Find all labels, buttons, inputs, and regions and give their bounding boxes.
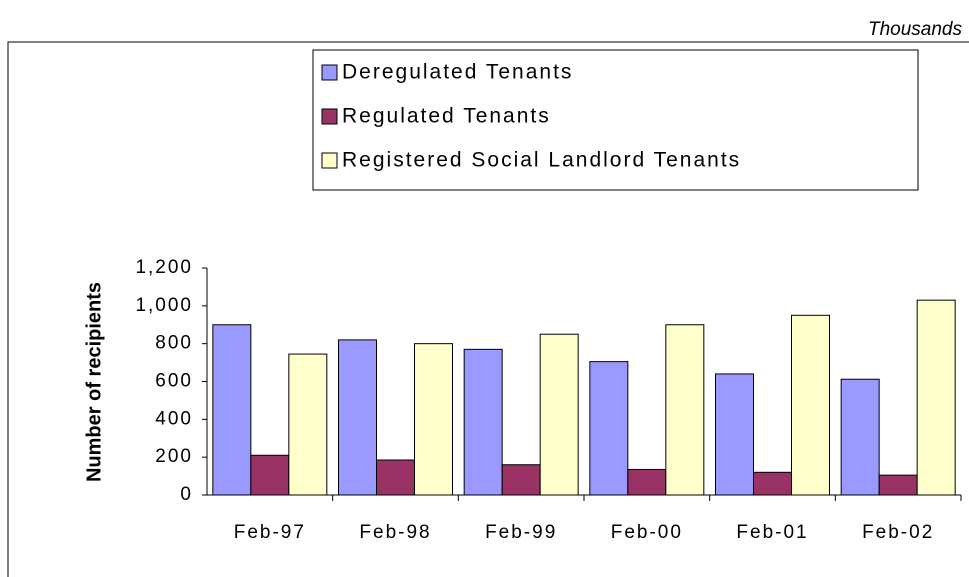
x-tick-label: Feb-01 [736, 522, 808, 543]
legend-label: Deregulated Tenants [342, 61, 573, 84]
y-tick-label: 400 [155, 408, 193, 429]
bar [539, 333, 579, 496]
y-tick-label: 200 [155, 446, 193, 467]
bar [376, 459, 415, 496]
y-tick-label: 0 [180, 484, 193, 505]
bar [212, 324, 252, 496]
bar [715, 373, 754, 496]
unit-label: Thousands [868, 19, 963, 40]
bar [338, 339, 377, 496]
y-tick-label: 1,200 [135, 257, 193, 278]
y-tick-label: 1,000 [135, 295, 193, 316]
chart-border [7, 41, 969, 577]
bar [627, 468, 667, 496]
bar [250, 454, 290, 496]
legend-swatch [321, 152, 338, 169]
legend-swatch [321, 64, 338, 81]
legend-swatch [321, 108, 338, 125]
legend-label: Regulated Tenants [342, 105, 551, 128]
y-tick-label: 800 [155, 333, 193, 354]
legend-box [312, 49, 919, 191]
x-tick-label: Feb-00 [611, 522, 683, 543]
bar [753, 471, 792, 496]
y-tick-label: 600 [155, 371, 193, 392]
bar [414, 343, 453, 496]
bar [916, 299, 956, 496]
bar [501, 464, 541, 496]
bar [589, 361, 629, 496]
bar [840, 378, 880, 496]
x-tick-label: Feb-99 [485, 522, 557, 543]
bar [665, 324, 705, 496]
bar [463, 348, 503, 496]
bar [791, 314, 830, 496]
bar [878, 474, 918, 496]
x-tick-label: Feb-98 [359, 522, 431, 543]
x-tick-label: Feb-02 [862, 522, 934, 543]
x-tick-label: Feb-97 [234, 522, 306, 543]
legend-label: Registered Social Landlord Tenants [342, 149, 741, 172]
y-axis-label: Number of recipients [83, 282, 105, 482]
bar [288, 353, 328, 496]
